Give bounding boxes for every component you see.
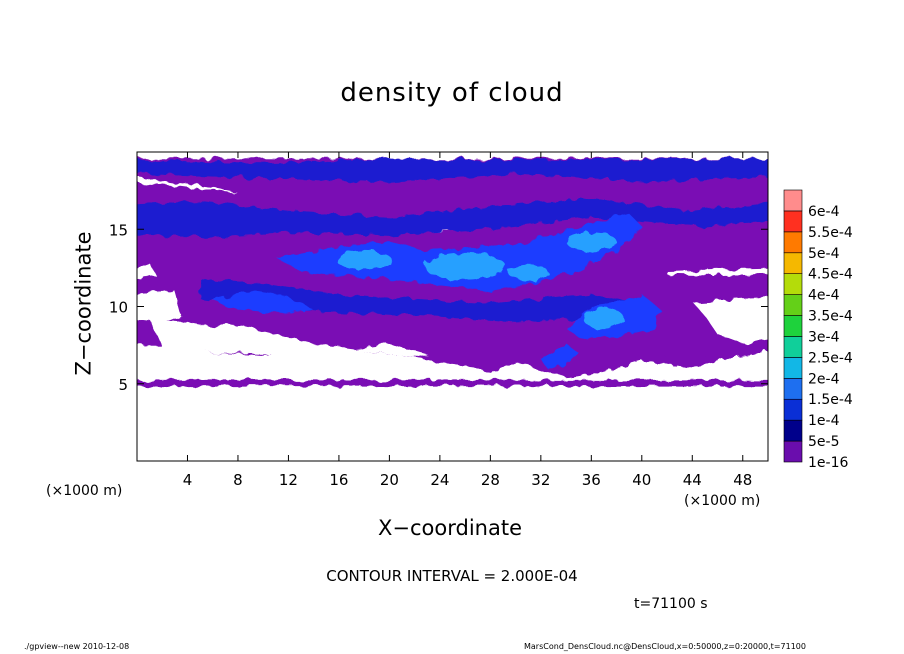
footer-left: ./gpview--new 2010-12-08	[24, 642, 130, 651]
x-tick-label: 4	[183, 471, 193, 489]
colorbar-swatch	[783, 294, 803, 316]
contour-interval-label: CONTOUR INTERVAL = 2.000E-04	[326, 567, 578, 585]
colorbar-label: 2e-4	[808, 371, 840, 387]
bright-patch-1	[424, 252, 506, 281]
x-tick-label: 32	[531, 471, 550, 489]
y-axis-label: Z−coordinate	[71, 231, 96, 376]
gap-right-lower	[692, 297, 768, 344]
x-tick-label: 20	[380, 471, 399, 489]
gap-left-upper	[137, 291, 182, 322]
colorbar-swatch	[783, 357, 803, 379]
cloud-field	[137, 158, 768, 461]
colorbar: 1e-16 5e-5 1e-4 1.5e-4 2e-4 2.5e-4 3e-4 3.5e-4 4…	[783, 189, 853, 471]
gap-right	[667, 268, 768, 276]
bright-patch-5	[508, 264, 549, 281]
x-tick-label: 36	[582, 471, 601, 489]
x-unit-label-left: (×1000 m)	[46, 483, 123, 499]
dark-band-top	[137, 158, 768, 183]
colorbar-swatch	[783, 189, 803, 212]
bright-patch-4	[566, 232, 617, 251]
y-tick-label: 5	[118, 376, 128, 394]
y-tick-label: 15	[109, 221, 128, 239]
y-axis: 5 10 15	[109, 221, 768, 394]
cloud-core-upper	[275, 213, 642, 291]
colorbar-swatch	[783, 378, 803, 400]
colorbar-label: 5e-5	[808, 434, 839, 450]
footer-right: MarsCond_DensCloud.nc@DensCloud,x=0:5000…	[524, 642, 806, 651]
gap-top-left	[137, 177, 238, 193]
colorbar-label: 1e-16	[808, 455, 848, 471]
time-label: t=71100 s	[634, 596, 708, 612]
dark-band-mid	[200, 278, 642, 322]
colorbar-label: 5e-4	[808, 246, 840, 262]
chart-title: density of cloud	[340, 78, 564, 108]
bright-patch-3	[583, 308, 625, 330]
y-tick-label: 10	[109, 299, 128, 317]
cloud-patch-left	[212, 291, 314, 313]
x-tick-label: 8	[233, 471, 243, 489]
colorbar-swatch	[783, 315, 803, 337]
colorbar-label: 1e-4	[808, 413, 840, 429]
colorbar-swatch	[783, 273, 803, 295]
x-tick-label: 48	[733, 471, 752, 489]
x-axis: 4 8 12 16 20 24 28 32 36 40 44 48	[183, 152, 752, 489]
colorbar-swatch	[783, 398, 803, 421]
colorbar-label: 1.5e-4	[808, 392, 853, 408]
gap-edge	[137, 263, 156, 278]
colorbar-label: 4.5e-4	[808, 267, 853, 283]
x-tick-label: 28	[481, 471, 500, 489]
colorbar-label: 3e-4	[808, 329, 840, 345]
x-unit-label-right: (×1000 m)	[684, 493, 761, 509]
colorbar-label: 6e-4	[808, 204, 840, 220]
colorbar-swatch	[783, 440, 803, 463]
gap-left	[149, 318, 428, 358]
colorbar-swatch	[783, 210, 803, 233]
colorbar-label: 4e-4	[808, 288, 840, 304]
cloud-core-small	[540, 343, 579, 369]
band-bottom	[137, 379, 768, 386]
band-mid	[137, 325, 768, 378]
colorbar-swatch	[783, 252, 803, 274]
dark-band-upper	[137, 198, 768, 237]
colorbar-label: 2.5e-4	[808, 350, 853, 366]
x-tick-label: 40	[632, 471, 651, 489]
colorbar-swatch	[783, 419, 803, 442]
colorbar-label: 3.5e-4	[808, 309, 853, 325]
x-tick-label: 44	[683, 471, 702, 489]
x-tick-label: 16	[329, 471, 348, 489]
colorbar-swatch	[783, 336, 803, 358]
x-axis-label: X−coordinate	[378, 516, 522, 540]
colorbar-swatch	[783, 231, 803, 254]
colorbar-label: 5.5e-4	[808, 225, 853, 241]
bright-patch-2	[336, 250, 392, 270]
x-tick-label: 12	[279, 471, 298, 489]
clear-region	[137, 386, 768, 461]
x-tick-label: 24	[430, 471, 449, 489]
